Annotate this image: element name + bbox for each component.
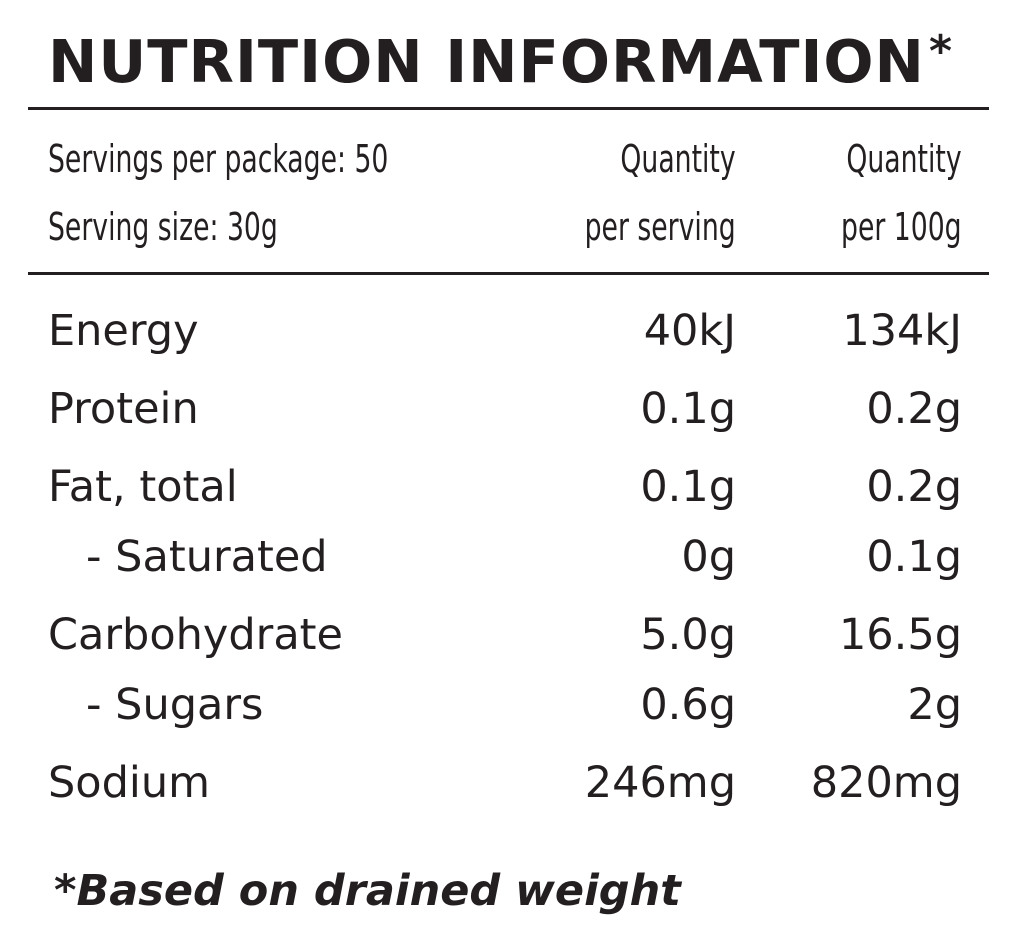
value-per-serving: 0.1g	[640, 384, 736, 434]
nutrient-row-sugars: - Sugars 0.6g 2g	[0, 670, 1024, 740]
value-per-serving: 0.6g	[640, 680, 736, 730]
nutrient-row-protein: Protein 0.1g 0.2g	[0, 374, 1024, 444]
value-per-serving: 40kJ	[643, 306, 736, 356]
value-per-serving: 5.0g	[640, 610, 736, 660]
nutrient-label: Sodium	[48, 758, 210, 808]
nutrient-row-sodium: Sodium 246mg 820mg	[0, 748, 1024, 818]
panel-title-text: NUTRITION INFORMATION	[48, 27, 925, 96]
nutrient-label: Fat, total	[48, 462, 238, 512]
value-per-100g: 2g	[907, 680, 962, 730]
panel-title: NUTRITION INFORMATION*	[48, 22, 953, 108]
column-header-per-100g-line1: Quantity	[846, 137, 962, 181]
value-per-serving: 246mg	[584, 758, 736, 808]
nutrient-row-saturated: - Saturated 0g 0.1g	[0, 522, 1024, 592]
nutrient-label: - Saturated	[86, 532, 328, 582]
column-header-per-100g-line2: per 100g	[841, 205, 962, 249]
value-per-serving: 0.1g	[640, 462, 736, 512]
value-per-100g: 0.2g	[866, 384, 962, 434]
nutrient-row-fat-total: Fat, total 0.1g 0.2g	[0, 452, 1024, 522]
nutrient-label: Energy	[48, 306, 199, 356]
value-per-100g: 134kJ	[842, 306, 962, 356]
value-per-100g: 820mg	[810, 758, 962, 808]
column-header-per-serving: Quantity per serving	[585, 125, 736, 261]
column-header-per-100g: Quantity per 100g	[841, 125, 962, 261]
title-asterisk: *	[928, 26, 953, 77]
column-header-per-serving-line2: per serving	[584, 205, 736, 249]
value-per-serving: 0g	[681, 532, 736, 582]
header-divider	[28, 272, 989, 275]
nutrient-row-carbohydrate: Carbohydrate 5.0g 16.5g	[0, 600, 1024, 670]
serving-info: Servings per package: 50 Serving size: 3…	[48, 125, 388, 261]
value-per-100g: 16.5g	[838, 610, 962, 660]
top-divider	[28, 107, 989, 110]
nutrient-label: - Sugars	[86, 680, 264, 730]
value-per-100g: 0.2g	[866, 462, 962, 512]
column-header-per-serving-line1: Quantity	[620, 137, 736, 181]
nutrient-label: Protein	[48, 384, 199, 434]
serving-size: Serving size: 30g	[48, 205, 278, 249]
servings-per-package: Servings per package: 50	[48, 137, 389, 181]
nutrient-label: Carbohydrate	[48, 610, 343, 660]
nutrient-row-energy: Energy 40kJ 134kJ	[0, 296, 1024, 366]
footnote: *Based on drained weight	[54, 866, 681, 916]
value-per-100g: 0.1g	[866, 532, 962, 582]
nutrient-table: Energy 40kJ 134kJ Protein 0.1g 0.2g Fat,…	[0, 296, 1024, 818]
